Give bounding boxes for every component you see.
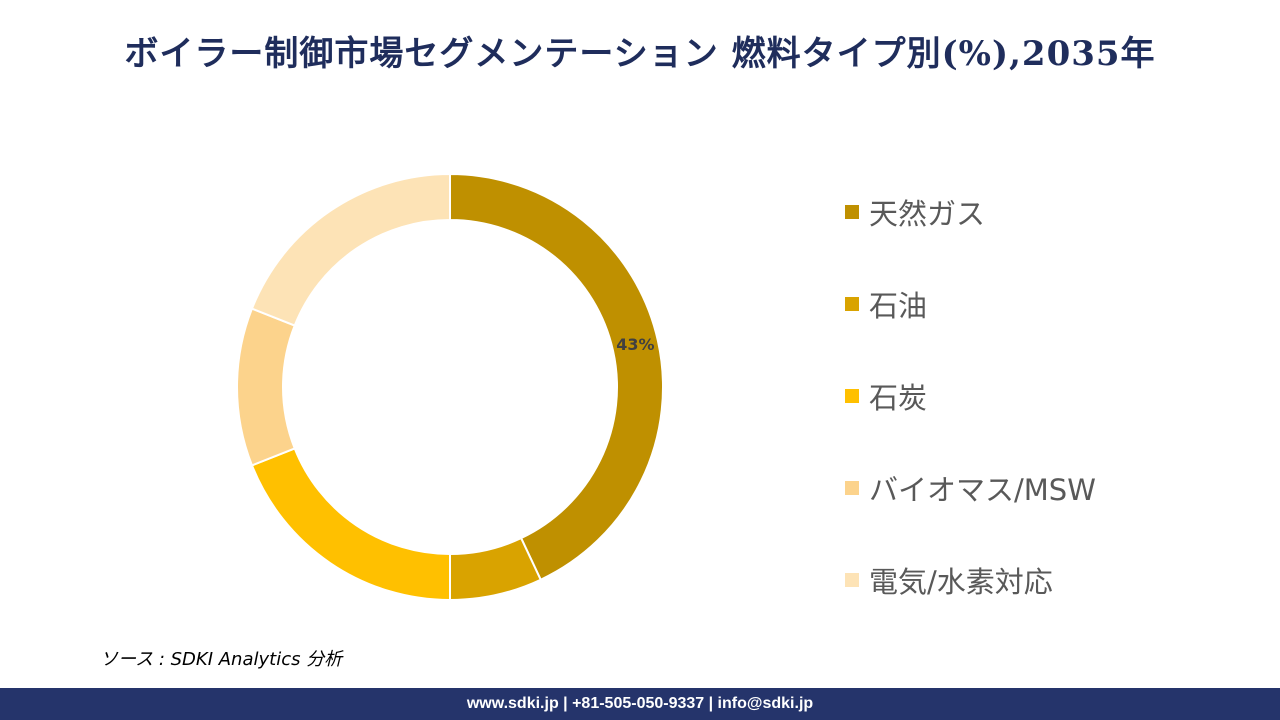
- legend: 天然ガス 石油 石炭 バイオマス/MSW 電気/水素対応: [845, 190, 1096, 650]
- legend-item: 石炭: [845, 374, 1096, 418]
- legend-swatch: [845, 389, 859, 403]
- legend-swatch: [845, 297, 859, 311]
- chart-title: ボイラー制御市場セグメンテーション 燃料タイプ別(%),2035年: [124, 34, 1156, 74]
- footer-contact: www.sdki.jp | +81-505-050-9337 | info@sd…: [0, 688, 1280, 720]
- legend-item: 天然ガス: [845, 190, 1096, 234]
- legend-label: 石油: [869, 289, 928, 323]
- legend-item: 石油: [845, 282, 1096, 326]
- donut-slice: [449, 172, 664, 582]
- legend-item: 電気/水素対応: [845, 558, 1096, 602]
- legend-label: 電気/水素対応: [869, 565, 1053, 599]
- legend-swatch: [845, 573, 859, 587]
- legend-label: 天然ガス: [869, 197, 986, 231]
- legend-swatch: [845, 205, 859, 219]
- donut-slice: [250, 447, 451, 602]
- legend-item: バイオマス/MSW: [845, 466, 1096, 510]
- legend-label: 石炭: [869, 381, 928, 415]
- donut-slice: [250, 172, 451, 327]
- data-label: 43%: [616, 335, 654, 354]
- legend-label: バイオマス/MSW: [869, 473, 1096, 507]
- legend-swatch: [845, 481, 859, 495]
- source-note: ソース : SDKI Analytics 分析: [100, 649, 343, 670]
- donut-slice: [236, 307, 297, 467]
